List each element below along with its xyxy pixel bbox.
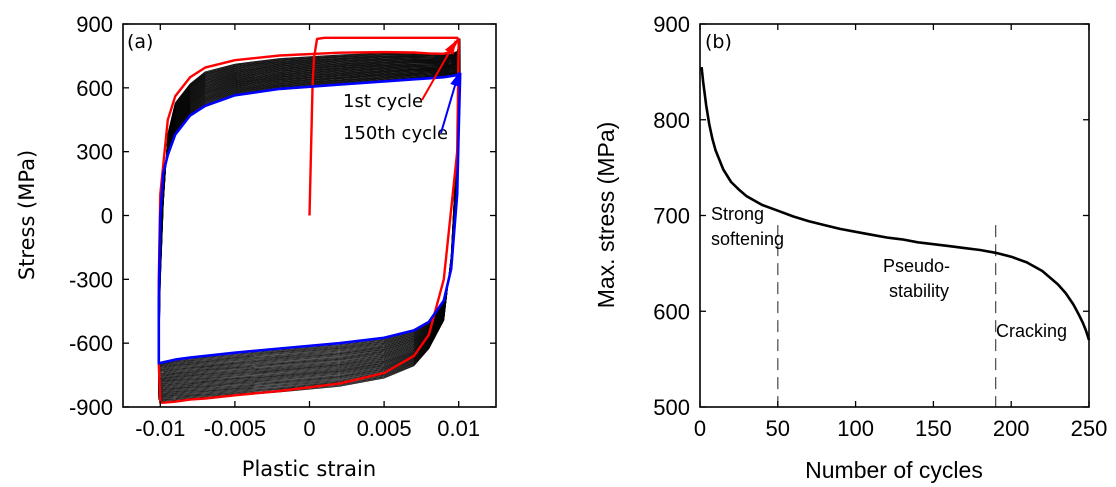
chart-panel-a: -0.01 -0.005 0 0.005 0.01 -900 -600 -300 0 300 600… [15, 12, 497, 481]
annotation-150th-cycle: 150th cycle [343, 123, 448, 144]
x-axis-label-b: Number of cycles [805, 457, 983, 483]
y-tick-label-b: 600 [653, 299, 690, 324]
x-tick-label-b: 50 [766, 416, 790, 441]
annotation-strong: Strong [711, 204, 764, 224]
y-tick-label-a: 0 [101, 204, 113, 229]
x-tick-label-a: -0.01 [135, 416, 185, 441]
tick-marks-b: 0 50 100 150 200 250 500 600 700 800 900 [653, 12, 1107, 441]
y-tick-label-b: 500 [653, 395, 690, 420]
x-tick-label-b: 100 [837, 416, 874, 441]
series-line-150th-cycle [157, 71, 462, 365]
x-tick-label-b: 200 [993, 416, 1030, 441]
chart-panel-b: 0 50 100 150 200 250 500 600 700 800 900 (b) Stron… [593, 12, 1107, 483]
annotation-arrowhead-1st-cycle [444, 41, 456, 55]
y-tick-label-a: -900 [69, 395, 113, 420]
y-tick-label-a: -600 [69, 331, 113, 356]
y-tick-label-a: 900 [76, 12, 113, 37]
x-axis-label-a: Plastic strain [242, 457, 376, 481]
y-tick-label-b: 700 [653, 204, 690, 229]
x-tick-label-a: 0.005 [357, 416, 412, 441]
y-tick-label-b: 800 [653, 108, 690, 133]
y-tick-label-a: 300 [76, 140, 113, 165]
x-tick-label-a: -0.005 [204, 416, 266, 441]
intermediate-cycle-line [158, 71, 461, 366]
annotation-pseudo: Pseudo- [883, 256, 950, 276]
intermediate-cycle-line [158, 66, 461, 370]
x-tick-label-b: 0 [694, 416, 706, 441]
series-line-max-stress [700, 66, 1091, 341]
annotation-softening: softening [711, 229, 784, 249]
y-axis-label-a: Stress (MPa) [15, 150, 39, 280]
x-tick-label-a: 0.01 [437, 416, 480, 441]
intermediate-cycle-line [158, 69, 461, 368]
y-tick-label-b: 900 [653, 12, 690, 37]
intermediate-cycle-line [158, 67, 461, 370]
y-tick-label-a: -300 [69, 267, 113, 292]
x-tick-label-b: 150 [915, 416, 952, 441]
tick-marks-a: -0.01 -0.005 0 0.005 0.01 -900 -600 -300 0 300 600… [69, 12, 496, 441]
x-tick-label-b: 250 [1071, 416, 1108, 441]
annotation-arrowhead-150th-cycle [450, 72, 460, 87]
intermediate-cycle-line [158, 68, 461, 369]
intermediate-cycle-line [158, 69, 461, 367]
annotation-stability: stability [889, 281, 949, 301]
y-axis-label-b: Max. stress (MPa) [593, 122, 619, 309]
panel-label-a: (a) [127, 31, 153, 53]
intermediate-cycle-line [158, 71, 461, 365]
annotation-cracking: Cracking [996, 321, 1067, 341]
x-tick-label-a: 0 [303, 416, 315, 441]
panel-label-b: (b) [705, 31, 732, 53]
y-tick-label-a: 600 [76, 76, 113, 101]
intermediate-cycle-line [158, 70, 461, 367]
annotation-1st-cycle: 1st cycle [343, 91, 423, 112]
series-line-first-cycle [157, 36, 460, 404]
